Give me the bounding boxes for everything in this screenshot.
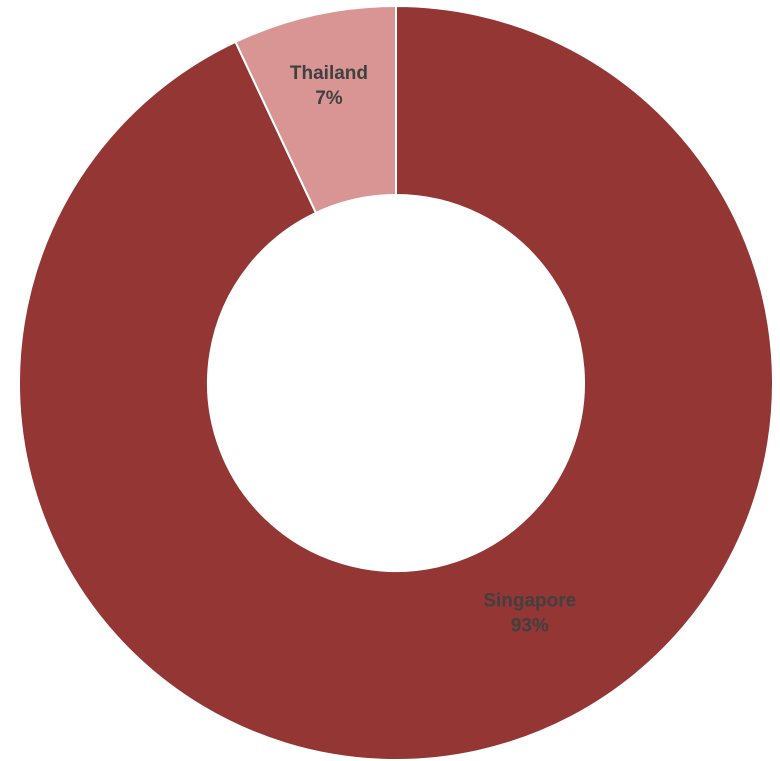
labels-group: Singapore 93% Thailand 7% <box>290 63 576 636</box>
data-label-value-thailand: 7% <box>315 88 343 109</box>
data-label-category-thailand: Thailand <box>290 63 368 84</box>
slice-thailand <box>234 4 397 215</box>
data-label-category-singapore: Singapore <box>483 590 576 611</box>
slices-group <box>18 4 774 761</box>
data-label-value-singapore: 93% <box>511 615 549 636</box>
slice-singapore <box>18 4 774 761</box>
data-label-thailand: Thailand 7% <box>290 63 368 109</box>
data-label-singapore: Singapore 93% <box>483 590 576 636</box>
